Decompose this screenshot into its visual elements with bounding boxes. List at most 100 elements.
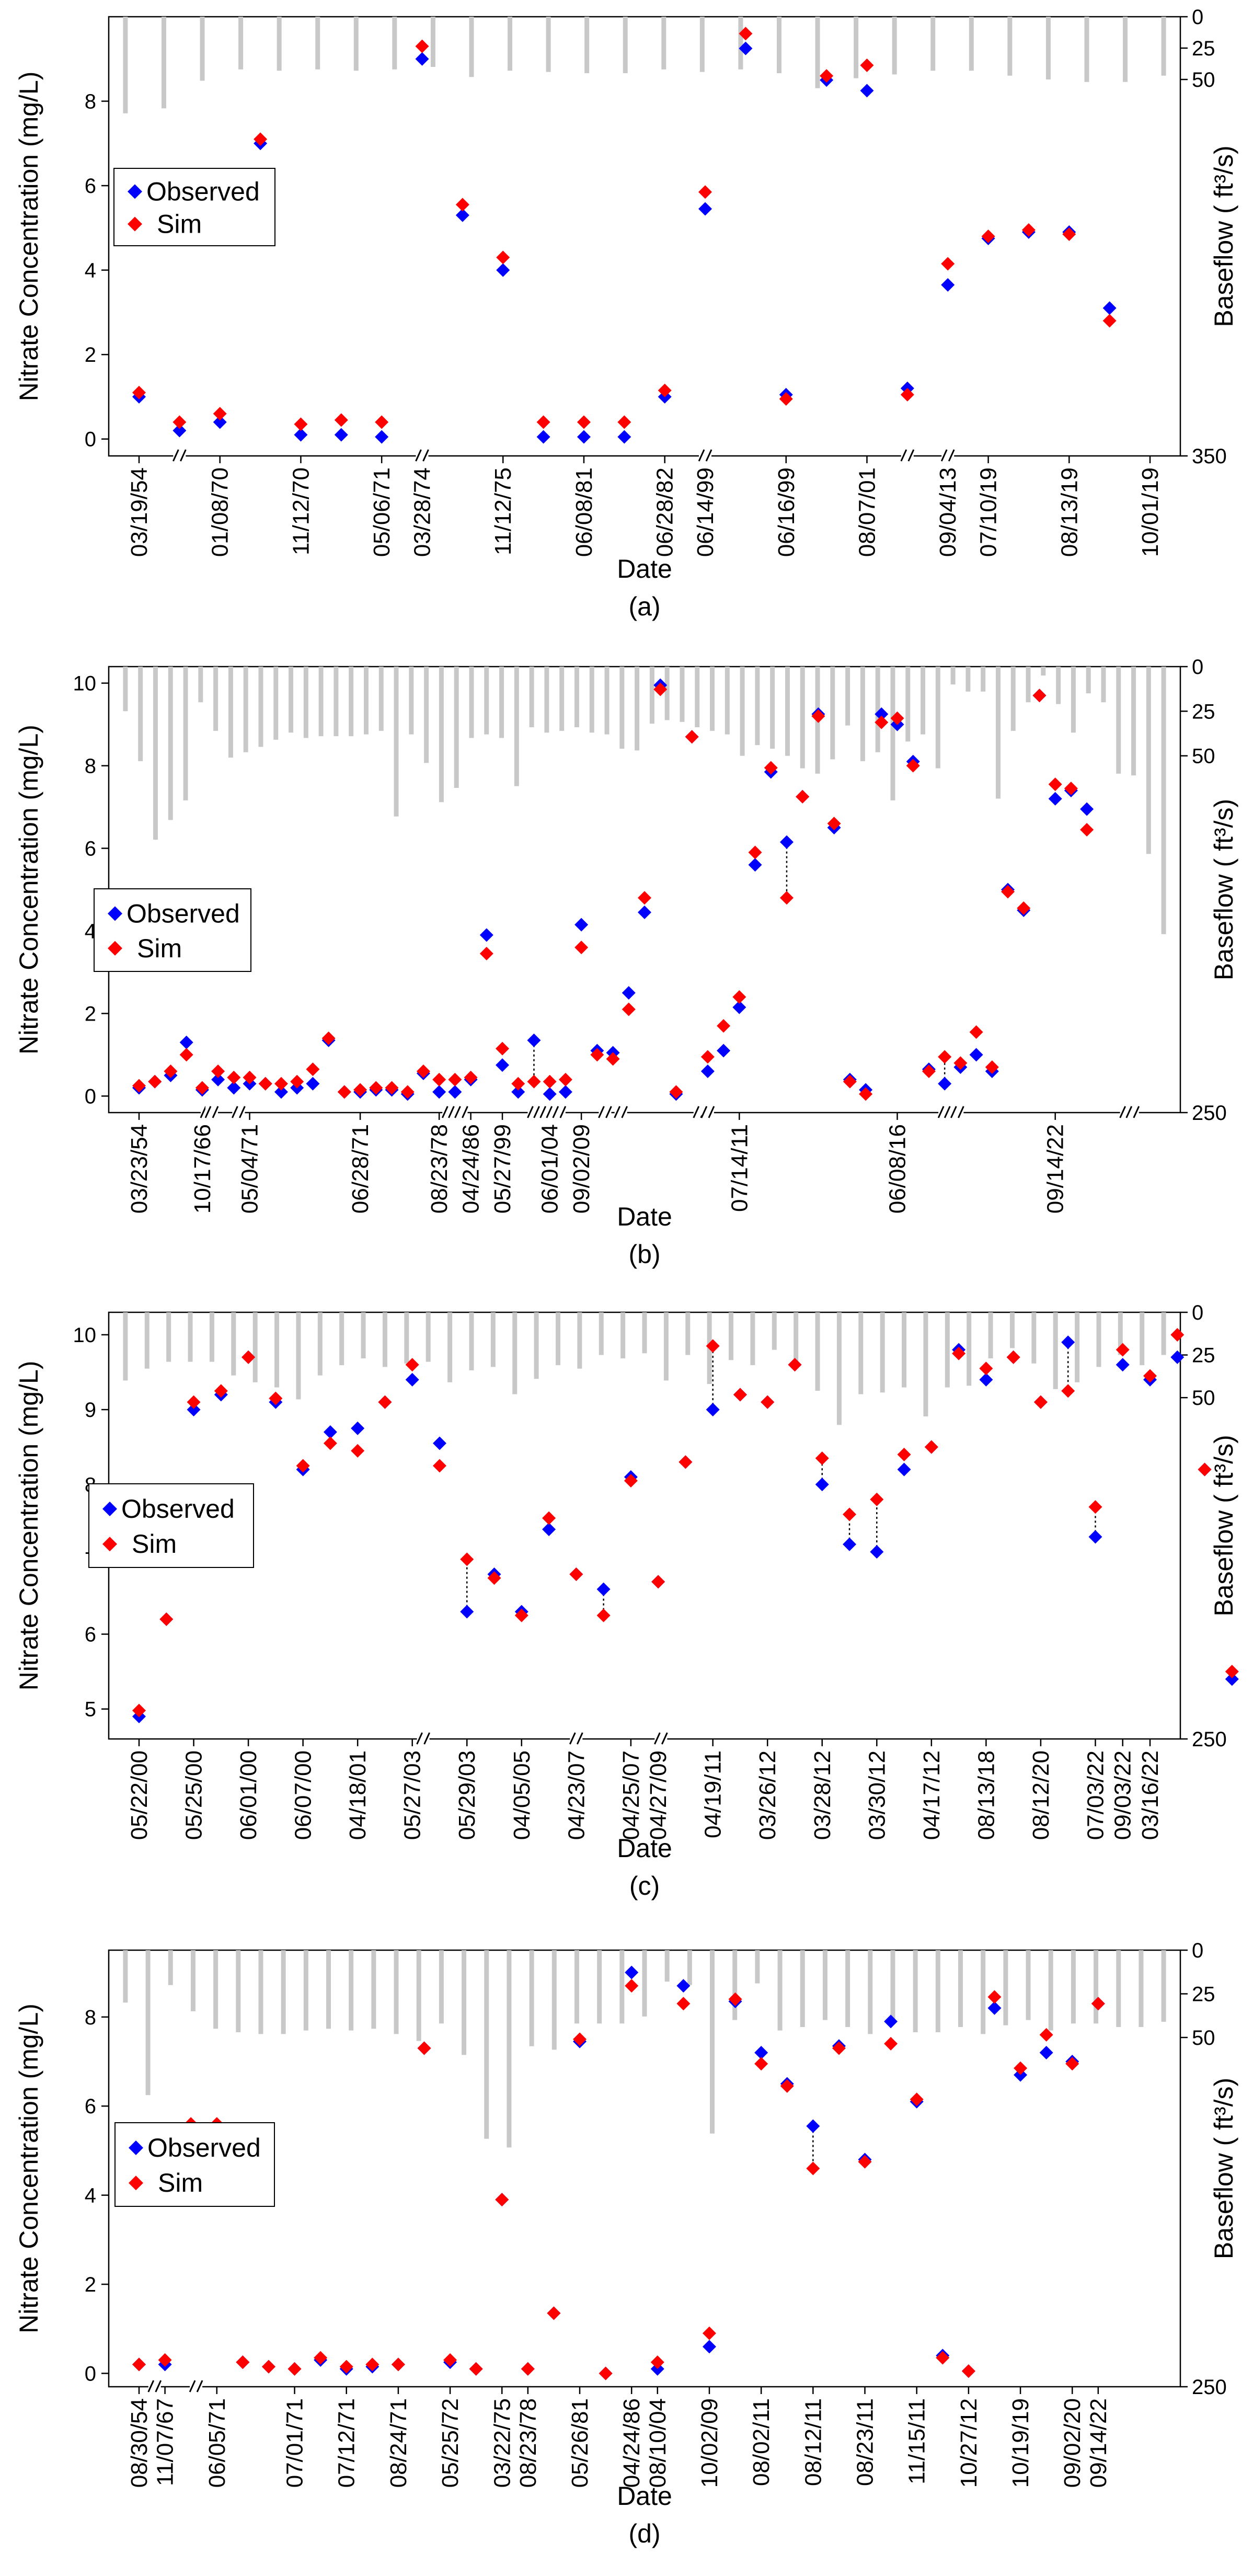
x-tick-label: 09/02/20: [1060, 2398, 1085, 2488]
sim-point: [1061, 1384, 1075, 1398]
sim-point: [617, 415, 631, 429]
axis-break-mark: [239, 1106, 246, 1118]
axis-break-mark: [546, 1106, 553, 1118]
y2-tick-label: 0: [1192, 656, 1203, 679]
x-tick-label: 10/27/12: [956, 2398, 982, 2488]
sim-point: [254, 132, 268, 146]
sim-point: [495, 2193, 509, 2207]
sim-point: [569, 1567, 583, 1582]
axis-break-mark: [705, 449, 712, 462]
sim-point: [1091, 1997, 1105, 2011]
x-tick-label: 08/12/11: [800, 2398, 826, 2486]
observed-point: [187, 1403, 201, 1417]
sim-point: [132, 1079, 146, 1093]
x-tick-label: 06/28/82: [652, 467, 678, 557]
axis-break-mark: [948, 449, 955, 462]
sim-point: [780, 2079, 794, 2093]
y-tick-label: 6: [85, 2095, 96, 2118]
axis-break-mark: [212, 1106, 219, 1118]
chart-panel: 567891002550250Nitrate Concentration (mg…: [14, 1301, 1239, 1900]
axis-break-mark: [462, 1106, 468, 1118]
axis-break-mark: [569, 1732, 576, 1745]
axis-break-mark: [416, 1732, 423, 1745]
sim-point: [288, 2362, 302, 2376]
y2-tick-label: 50: [1192, 745, 1215, 768]
legend-sim-marker: [128, 216, 142, 232]
observed-point: [875, 707, 889, 721]
sim-point: [158, 2353, 172, 2367]
observed-point: [987, 2001, 1002, 2015]
axis-break-mark: [527, 1106, 534, 1118]
observed-point: [334, 428, 348, 442]
x-tick-label: 09/04/13: [935, 467, 961, 557]
x-tick-label: 07/10/19: [976, 467, 1002, 557]
observed-point: [1061, 1335, 1075, 1349]
x-tick-label: 01/08/70: [208, 467, 233, 557]
x-tick-label: 04/23/07: [564, 1750, 589, 1840]
sim-point: [400, 1085, 415, 1099]
x-tick-label: 06/08/81: [571, 467, 597, 557]
x-tick-label: 11/12/75: [490, 467, 516, 555]
sim-point: [521, 2362, 535, 2376]
x-tick-label: 03/23/54: [127, 1124, 152, 1213]
axis-break-mark: [200, 1106, 207, 1118]
sim-point: [558, 1072, 572, 1086]
sim-point: [1116, 1343, 1130, 1357]
sim-point: [987, 1990, 1002, 2004]
observed-point: [625, 1965, 639, 1979]
x-tick-label: 11/12/70: [288, 467, 314, 555]
observed-point: [274, 1085, 288, 1099]
panel-label: (c): [629, 1871, 660, 1900]
y-tick-label: 8: [85, 90, 96, 113]
axis-break-mark: [693, 1106, 700, 1118]
y2-tick-label: 0: [1192, 6, 1203, 29]
axis-break-mark: [1125, 1106, 1133, 1118]
legend-observed-marker: [102, 1502, 117, 1516]
observed-point: [843, 1537, 857, 1551]
observed-point: [1225, 1672, 1239, 1686]
axis-break-mark: [944, 1106, 951, 1118]
x-tick-label: 10/17/66: [190, 1124, 215, 1213]
chart-panel: 0 2 4 6 8 10 0 25 50 250 Nitrate Concentration (mg…: [14, 656, 1238, 1269]
sim-point: [698, 185, 712, 199]
observed-point: [542, 1522, 556, 1537]
x-axis-label: Date: [617, 1202, 672, 1231]
sim-point: [706, 1339, 720, 1353]
sim-point: [179, 1048, 193, 1062]
sim-point: [870, 1492, 884, 1506]
sim-point: [339, 2360, 353, 2374]
sim-point: [261, 2360, 275, 2374]
sim-point: [622, 1002, 636, 1016]
sim-point: [979, 1361, 993, 1376]
observed-point: [969, 1048, 983, 1062]
sim-point: [820, 69, 834, 83]
y-tick-label: 8: [85, 2006, 96, 2029]
observed-point: [1102, 301, 1117, 315]
y-tick-label: 4: [85, 920, 96, 943]
sim-point: [1088, 1500, 1102, 1514]
sim-point: [875, 715, 889, 729]
sim-point: [148, 1074, 162, 1089]
sim-point: [1170, 1327, 1185, 1342]
sim-point: [843, 1507, 857, 1521]
x-tick-label: 10/02/09: [697, 2398, 722, 2488]
x-tick-label: 04/25/07: [618, 1750, 644, 1840]
sim-point: [455, 198, 469, 212]
x-tick-label: 05/26/81: [567, 2398, 593, 2488]
axis-break-mark: [937, 1106, 945, 1118]
sim-point: [469, 2362, 483, 2376]
sim-point: [173, 415, 187, 429]
sim-point: [227, 1070, 241, 1084]
x-tick-label: 03/28/74: [410, 467, 435, 557]
observed-point: [702, 2340, 716, 2354]
observed-point: [351, 1421, 365, 1435]
observed-point: [732, 1000, 746, 1014]
observed-point: [405, 1372, 419, 1387]
observed-point: [213, 415, 227, 429]
y-axis-label: Nitrate Concentration (mg/L): [14, 72, 43, 402]
legend-sim-marker: [108, 941, 122, 956]
x-tick-label: 08/30/54: [127, 2398, 152, 2488]
sim-point: [351, 1444, 365, 1458]
observed-point: [527, 1033, 541, 1047]
